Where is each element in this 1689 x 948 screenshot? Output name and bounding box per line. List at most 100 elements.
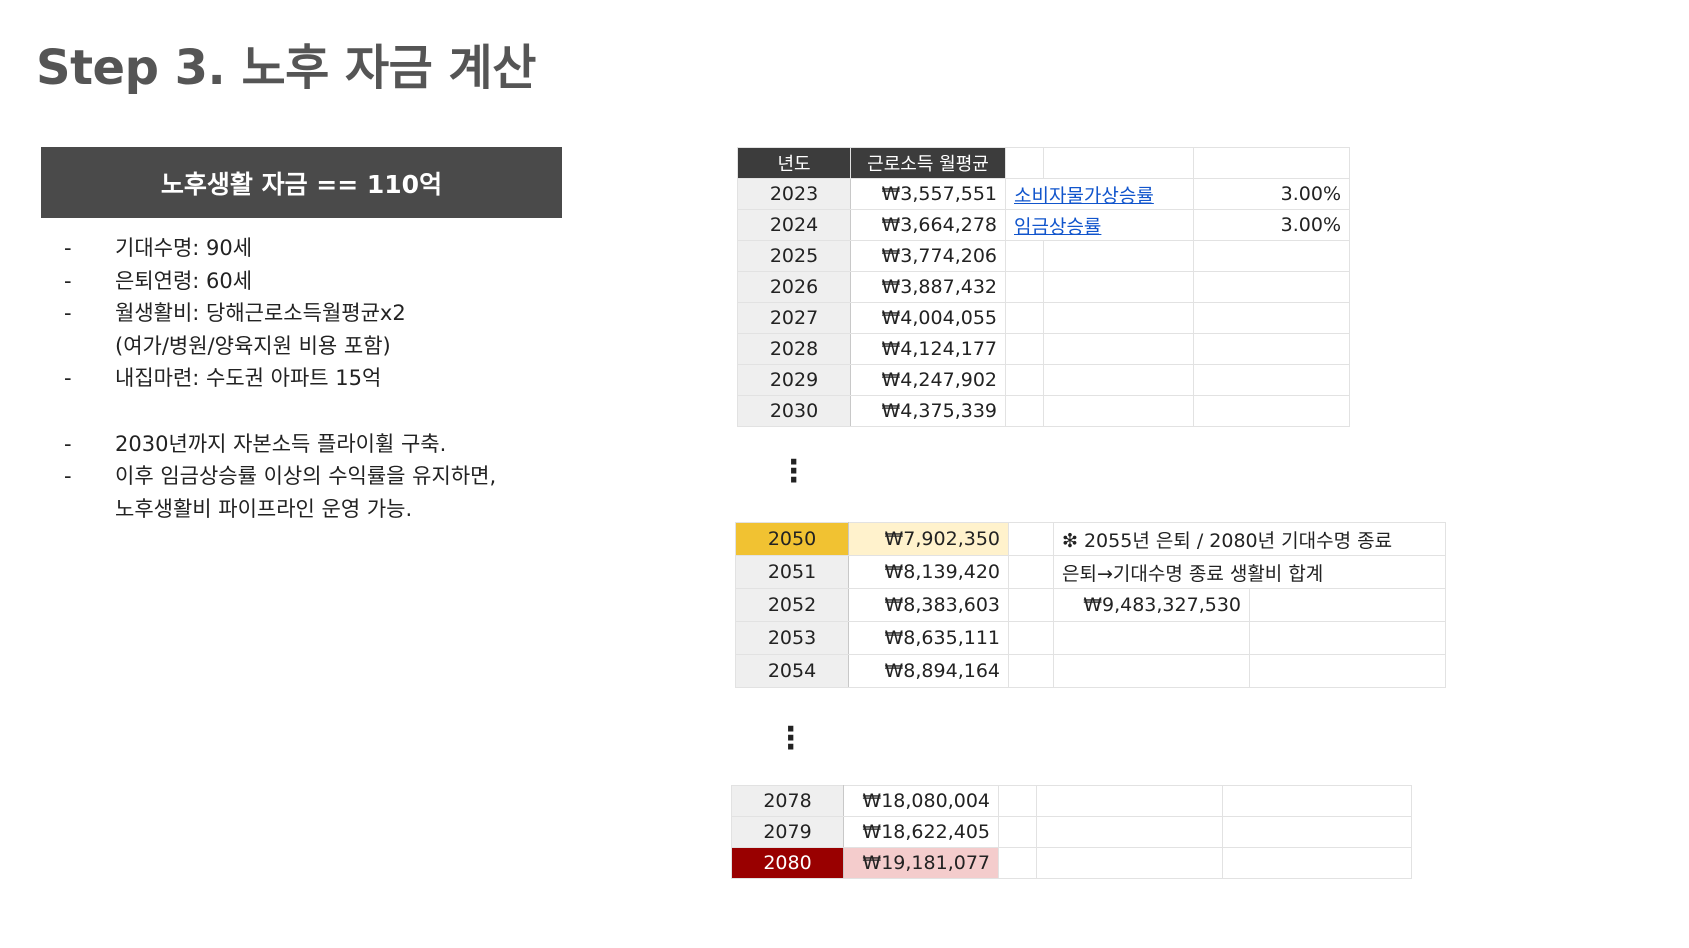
cell[interactable] xyxy=(1005,364,1044,396)
income-cell[interactable]: ₩8,635,111 xyxy=(848,621,1009,655)
retirement-year-cell[interactable]: 2050 xyxy=(735,522,849,556)
bullet-dash: - xyxy=(64,268,72,293)
cell[interactable] xyxy=(1222,816,1412,848)
income-cell[interactable]: ₩4,375,339 xyxy=(850,395,1006,427)
income-cell[interactable]: ₩18,080,004 xyxy=(843,785,999,817)
cpi-link-cell[interactable]: 소비자물가상승률 xyxy=(1005,178,1194,210)
cell[interactable] xyxy=(1005,271,1044,303)
cell[interactable] xyxy=(1222,785,1412,817)
list-item: - 내집마련: 수도권 아파트 15억 xyxy=(60,362,580,395)
wage-rate-cell[interactable]: 3.00% xyxy=(1193,209,1350,241)
cell[interactable] xyxy=(1053,654,1250,688)
life-expectancy-year-cell[interactable]: 2080 xyxy=(731,847,844,879)
cell[interactable] xyxy=(998,785,1037,817)
column-header-income[interactable]: 근로소득 월평균 xyxy=(850,147,1006,179)
cell[interactable] xyxy=(1193,395,1350,427)
cell[interactable] xyxy=(1036,847,1223,879)
list-item-text: 기대수명: 90세 xyxy=(115,236,253,260)
cell[interactable] xyxy=(1043,395,1194,427)
income-cell[interactable]: ₩7,902,350 xyxy=(848,522,1009,556)
year-cell[interactable]: 2051 xyxy=(735,555,849,589)
cell[interactable] xyxy=(1008,621,1054,655)
year-cell[interactable]: 2029 xyxy=(737,364,851,396)
cell[interactable] xyxy=(1036,816,1223,848)
cell[interactable] xyxy=(1193,271,1350,303)
cell[interactable] xyxy=(1193,364,1350,396)
cell[interactable] xyxy=(1248,654,1447,688)
income-cell[interactable]: ₩3,664,278 xyxy=(850,209,1006,241)
cell[interactable] xyxy=(1043,147,1194,179)
list-item-text: (여가/병원/양육지원 비용 포함) xyxy=(115,333,391,358)
cell[interactable] xyxy=(1043,240,1194,272)
cell[interactable] xyxy=(1005,395,1044,427)
retirement-table: 2050 ₩7,902,350 ❇ 2055년 은퇴 / 2080년 기대수명 … xyxy=(735,522,1447,688)
wage-rate-link[interactable]: 임금상승률 xyxy=(1014,215,1102,238)
year-cell[interactable]: 2023 xyxy=(737,178,851,210)
year-cell[interactable]: 2027 xyxy=(737,302,851,334)
income-cell[interactable]: ₩3,887,432 xyxy=(850,271,1006,303)
income-cell[interactable]: ₩18,622,405 xyxy=(843,816,999,848)
income-cell[interactable]: ₩8,894,164 xyxy=(848,654,1009,688)
cell[interactable] xyxy=(1193,147,1350,179)
income-cell[interactable]: ₩4,004,055 xyxy=(850,302,1006,334)
income-cell[interactable]: ₩19,181,077 xyxy=(843,847,999,879)
cell[interactable] xyxy=(1222,847,1412,879)
cell[interactable] xyxy=(1193,302,1350,334)
income-cell[interactable]: ₩8,139,420 xyxy=(848,555,1009,589)
list-item-text: 노후생활비 파이프라인 운영 가능. xyxy=(115,496,413,521)
cell[interactable] xyxy=(1036,785,1223,817)
cell[interactable] xyxy=(1043,271,1194,303)
cell[interactable] xyxy=(1043,302,1194,334)
income-cell[interactable]: ₩4,247,902 xyxy=(850,364,1006,396)
ellipsis-vertical-icon: · · · xyxy=(788,445,800,498)
page-title: Step 3. 노후 자금 계산 xyxy=(36,40,536,96)
cell[interactable] xyxy=(1008,654,1054,688)
income-cell[interactable]: ₩8,383,603 xyxy=(848,588,1009,622)
cell[interactable] xyxy=(998,816,1037,848)
bullet-dash: - xyxy=(64,301,72,325)
cell[interactable] xyxy=(1005,147,1044,179)
year-cell[interactable]: 2079 xyxy=(731,816,844,848)
year-cell[interactable]: 2026 xyxy=(737,271,851,303)
note-total-label[interactable]: 은퇴→기대수명 종료 생활비 합계 xyxy=(1052,555,1447,589)
year-cell[interactable]: 2030 xyxy=(737,395,851,427)
cell[interactable] xyxy=(1193,333,1350,365)
year-cell[interactable]: 2053 xyxy=(735,621,849,655)
year-cell[interactable]: 2024 xyxy=(737,209,851,241)
income-cell[interactable]: ₩3,557,551 xyxy=(850,178,1006,210)
cell[interactable] xyxy=(1043,364,1194,396)
year-cell[interactable]: 2078 xyxy=(731,785,844,817)
cpi-rate-cell[interactable]: 3.00% xyxy=(1193,178,1350,210)
cell[interactable] xyxy=(1005,240,1044,272)
note-retirement[interactable]: ❇ 2055년 은퇴 / 2080년 기대수명 종료 xyxy=(1052,522,1447,556)
list-item-text: 내집마련: 수도권 아파트 15억 xyxy=(115,366,382,390)
list-item-text: 월생활비: 당해근로소득월평균x2 xyxy=(115,301,406,325)
cell[interactable] xyxy=(1005,302,1044,334)
list-item-text: 은퇴연령: 60세 xyxy=(115,268,253,293)
assumption-list: - 기대수명: 90세 - 은퇴연령: 60세 - 월생활비: 당해근로소득월평균x2… xyxy=(60,232,580,525)
cell[interactable] xyxy=(1193,240,1350,272)
year-cell[interactable]: 2028 xyxy=(737,333,851,365)
cell[interactable] xyxy=(1008,588,1054,622)
year-cell[interactable]: 2054 xyxy=(735,654,849,688)
wage-link-cell[interactable]: 임금상승률 xyxy=(1005,209,1194,241)
column-header-year[interactable]: 년도 xyxy=(737,147,851,179)
cell[interactable] xyxy=(998,847,1037,879)
year-cell[interactable]: 2052 xyxy=(735,588,849,622)
cell[interactable] xyxy=(1248,588,1447,622)
list-item: (여가/병원/양육지원 비용 포함) xyxy=(60,330,580,363)
cell[interactable] xyxy=(1043,333,1194,365)
cell[interactable] xyxy=(1053,621,1250,655)
income-cell[interactable]: ₩3,774,206 xyxy=(850,240,1006,272)
cell[interactable] xyxy=(1008,522,1054,556)
year-cell[interactable]: 2025 xyxy=(737,240,851,272)
cell[interactable] xyxy=(1248,621,1447,655)
total-living-cost-cell[interactable]: ₩9,483,327,530 xyxy=(1053,588,1250,622)
income-cell[interactable]: ₩4,124,177 xyxy=(850,333,1006,365)
bullet-dash: - xyxy=(64,464,72,488)
list-item: - 은퇴연령: 60세 xyxy=(60,265,580,298)
cell[interactable] xyxy=(1008,555,1054,589)
bullet-dash: - xyxy=(64,431,72,456)
cpi-rate-link[interactable]: 소비자물가상승률 xyxy=(1014,184,1154,207)
cell[interactable] xyxy=(1005,333,1044,365)
